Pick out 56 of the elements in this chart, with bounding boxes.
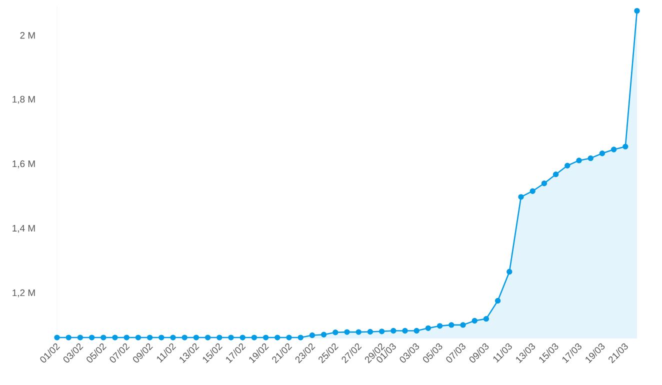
point [216,334,222,340]
point [436,323,443,329]
point [564,162,570,168]
point [54,334,60,340]
point [483,316,490,322]
point [472,318,478,324]
point [274,334,280,340]
point [414,328,420,334]
point [182,334,188,340]
point [599,150,606,156]
point [356,329,362,335]
point [100,334,106,340]
point [634,8,640,14]
point [204,334,211,340]
point [309,332,316,338]
point [530,188,536,194]
point [367,328,374,335]
point [402,328,408,334]
point [88,334,95,340]
point [506,268,512,275]
point [332,330,338,336]
point [124,334,130,340]
point [170,334,176,340]
point [77,334,84,340]
point [576,158,582,164]
point [228,334,234,340]
point [251,334,258,340]
point [610,146,617,152]
point [494,298,501,304]
point [622,144,628,150]
point [240,334,246,340]
point [146,334,153,340]
point [158,334,164,340]
point [425,325,432,332]
point [298,334,304,340]
point [588,155,594,162]
point [193,334,200,340]
point [460,322,466,328]
y-tick-label: 1,8 M [12,96,35,104]
y-tick-label: 1,4 M [12,224,35,233]
point [344,329,350,335]
point [135,334,142,340]
point [390,328,396,334]
point [552,171,559,178]
point [518,194,524,200]
point [286,334,292,340]
point [262,334,269,340]
y-tick-label: 1,2 M [12,289,35,298]
point [541,180,548,186]
y-tick-label: 1,6 M [12,160,35,168]
point [112,334,118,340]
point [320,332,327,338]
point [378,328,385,334]
y-tick-label: 2 M [20,32,35,39]
point [448,322,454,328]
point [66,334,72,340]
